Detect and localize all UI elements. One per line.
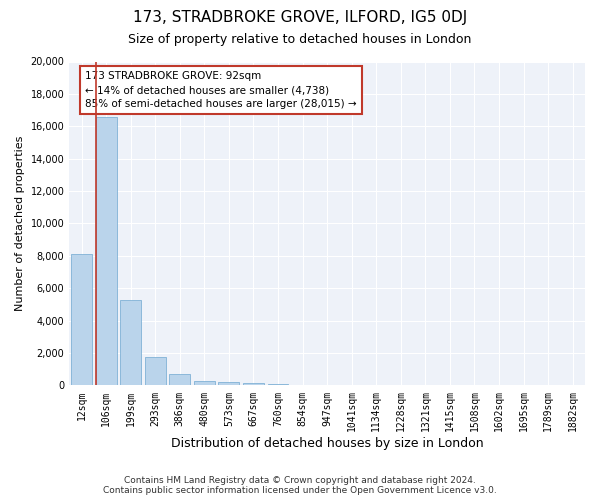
Text: 173, STRADBROKE GROVE, ILFORD, IG5 0DJ: 173, STRADBROKE GROVE, ILFORD, IG5 0DJ bbox=[133, 10, 467, 25]
Bar bbox=[194, 380, 215, 386]
Bar bbox=[145, 357, 166, 386]
Bar bbox=[243, 383, 264, 386]
Bar bbox=[169, 374, 190, 386]
Text: Contains HM Land Registry data © Crown copyright and database right 2024.
Contai: Contains HM Land Registry data © Crown c… bbox=[103, 476, 497, 495]
Bar bbox=[292, 384, 313, 386]
Bar bbox=[218, 382, 239, 386]
X-axis label: Distribution of detached houses by size in London: Distribution of detached houses by size … bbox=[171, 437, 484, 450]
Bar bbox=[71, 254, 92, 386]
Text: Size of property relative to detached houses in London: Size of property relative to detached ho… bbox=[128, 32, 472, 46]
Bar bbox=[95, 116, 116, 386]
Text: 173 STRADBROKE GROVE: 92sqm
← 14% of detached houses are smaller (4,738)
85% of : 173 STRADBROKE GROVE: 92sqm ← 14% of det… bbox=[85, 71, 356, 109]
Bar bbox=[268, 384, 289, 386]
Y-axis label: Number of detached properties: Number of detached properties bbox=[15, 136, 25, 311]
Bar bbox=[120, 300, 141, 386]
